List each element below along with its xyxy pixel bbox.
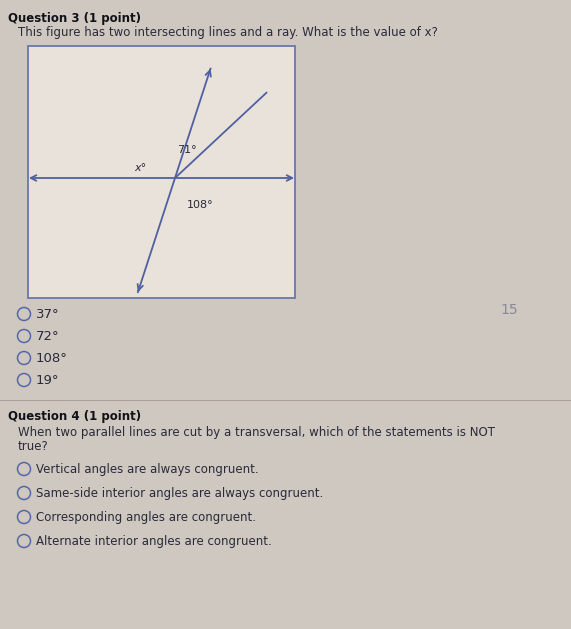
Text: 19°: 19° [36,374,59,387]
Text: x°: x° [135,163,147,173]
Text: Corresponding angles are congruent.: Corresponding angles are congruent. [36,511,256,525]
Bar [28,46,295,298]
Text: Alternate interior angles are congruent.: Alternate interior angles are congruent. [36,535,272,548]
Text: 108°: 108° [36,352,68,365]
Text: 15: 15 [500,303,518,317]
Text: true?: true? [18,440,49,453]
Text: This figure has two intersecting lines and a ray. What is the value of x?: This figure has two intersecting lines a… [18,26,438,39]
Text: 108°: 108° [187,200,214,210]
Text: 71°: 71° [177,145,196,155]
Text: 37°: 37° [36,308,59,321]
Text: Question 3 (1 point): Question 3 (1 point) [8,12,141,25]
Text: Same-side interior angles are always congruent.: Same-side interior angles are always con… [36,487,323,501]
Text: When two parallel lines are cut by a transversal, which of the statements is NOT: When two parallel lines are cut by a tra… [18,426,495,439]
Text: 72°: 72° [36,330,59,343]
Text: Question 4 (1 point): Question 4 (1 point) [8,410,141,423]
Text: Vertical angles are always congruent.: Vertical angles are always congruent. [36,464,259,477]
